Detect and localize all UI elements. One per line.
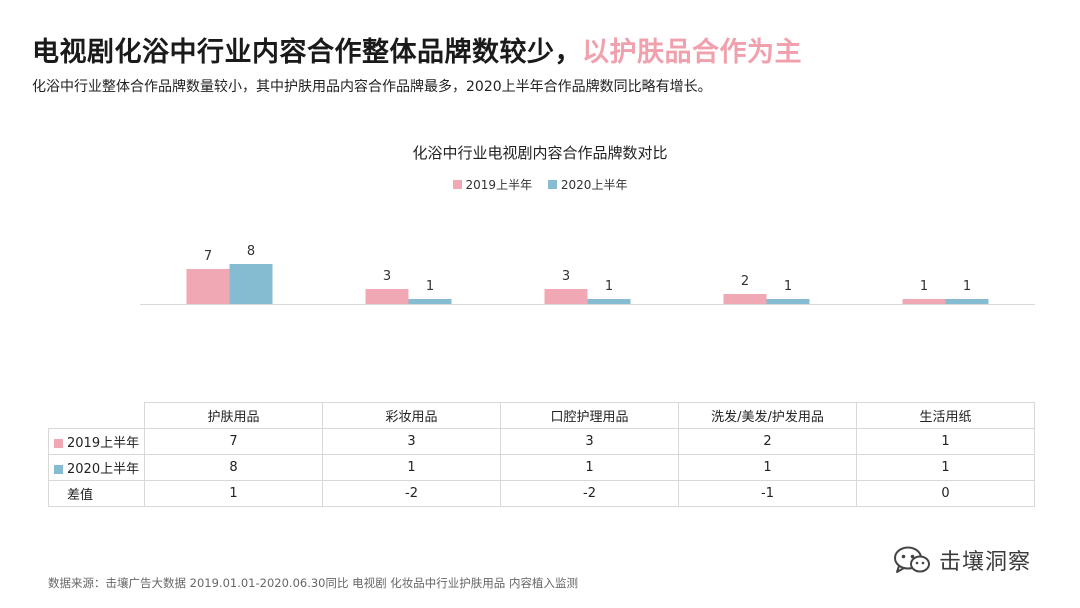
- row-label: 2020上半年: [67, 462, 140, 477]
- chart-legend: 2019上半年 2020上半年: [0, 176, 1080, 193]
- table-cell: 2: [678, 428, 857, 455]
- table-header-cell: 彩妆用品: [322, 402, 501, 429]
- data-label: 1: [605, 279, 613, 294]
- data-label: 3: [383, 269, 391, 284]
- data-label: 1: [963, 279, 971, 294]
- bar-2020-3: [587, 299, 631, 304]
- table-cell: 1: [144, 480, 323, 507]
- bar-2019-3: [544, 289, 588, 304]
- table-row: 差值 1 -2 -2 -1 0: [48, 480, 1035, 507]
- table-corner: [48, 402, 145, 429]
- bar-chart: 7 8 3 1 3 1 2 1 1 1: [140, 244, 1035, 305]
- wechat-icon: [894, 546, 930, 573]
- row-header-2020: 2020上半年: [48, 454, 145, 481]
- row-swatch-2020: [54, 465, 63, 474]
- data-label: 1: [920, 279, 928, 294]
- table-cell: 1: [322, 454, 501, 481]
- bar-2020-4: [766, 299, 810, 304]
- row-label: 2019上半年: [67, 436, 140, 451]
- bar-2019-4: [723, 294, 767, 304]
- row-label: 差值: [67, 488, 94, 503]
- table-cell: 7: [144, 428, 323, 455]
- chart-title: 化浴中行业电视剧内容合作品牌数对比: [412, 144, 668, 162]
- legend-swatch-2019: [452, 180, 462, 189]
- table-cell: 3: [500, 428, 679, 455]
- data-label: 8: [247, 244, 255, 259]
- legend-item-2020: 2020上半年: [547, 176, 628, 193]
- brand-watermark: 击壤洞察: [893, 544, 1031, 576]
- table-header-cell: 生活用纸: [856, 402, 1035, 429]
- table-cell: 1: [856, 454, 1035, 481]
- table-header-row: 护肤用品 彩妆用品 口腔护理用品 洗发/美发/护发用品 生活用纸: [48, 402, 1035, 429]
- data-label: 1: [426, 279, 434, 294]
- row-header-2019: 2019上半年: [48, 428, 145, 455]
- data-label: 1: [784, 279, 792, 294]
- page-title: 电视剧化浴中行业内容合作整体品牌数较少，以护肤品合作为主: [32, 30, 802, 69]
- bar-2020-5: [945, 299, 989, 304]
- legend-item-2019: 2019上半年: [452, 176, 533, 193]
- data-label: 7: [204, 249, 212, 264]
- table-cell: 8: [144, 454, 323, 481]
- title-highlight: 以护肤品合作为主: [582, 37, 802, 68]
- bar-2020-1: [229, 264, 273, 304]
- table-cell: 3: [322, 428, 501, 455]
- data-table: 护肤用品 彩妆用品 口腔护理用品 洗发/美发/护发用品 生活用纸 2019上半年…: [48, 402, 1035, 507]
- table-row: 2019上半年 7 3 3 2 1: [48, 428, 1035, 455]
- table-row: 2020上半年 8 1 1 1 1: [48, 454, 1035, 481]
- bar-2020-2: [408, 299, 452, 304]
- table-cell: 1: [856, 428, 1035, 455]
- table-cell: 1: [678, 454, 857, 481]
- bar-2019-5: [902, 299, 946, 304]
- brand-name: 击壤洞察: [939, 550, 1032, 575]
- row-swatch-blank: [54, 491, 63, 500]
- data-label: 3: [562, 269, 570, 284]
- table-cell: 1: [500, 454, 679, 481]
- legend-swatch-2020: [547, 180, 557, 189]
- table-header-cell: 护肤用品: [144, 402, 323, 429]
- row-swatch-2019: [54, 439, 63, 448]
- title-main: 电视剧化浴中行业内容合作整体品牌数较少，: [32, 37, 582, 68]
- data-source-note: 数据来源：击壤广告大数据 2019.01.01-2020.06.30同比 电视剧…: [48, 576, 578, 590]
- bar-2019-2: [365, 289, 409, 304]
- table-cell: 0: [856, 480, 1035, 507]
- legend-label-2019: 2019上半年: [465, 178, 533, 192]
- data-label: 2: [741, 274, 749, 289]
- table-cell: -2: [500, 480, 679, 507]
- legend-label-2020: 2020上半年: [560, 178, 628, 192]
- table-cell: -1: [678, 480, 857, 507]
- table-cell: -2: [322, 480, 501, 507]
- table-header-cell: 洗发/美发/护发用品: [678, 402, 857, 429]
- table-header-cell: 口腔护理用品: [500, 402, 679, 429]
- row-header-diff: 差值: [48, 480, 145, 507]
- bar-2019-1: [186, 269, 230, 304]
- page-subtitle: 化浴中行业整体合作品牌数量较小，其中护肤用品内容合作品牌最多，2020上半年合作…: [32, 79, 712, 95]
